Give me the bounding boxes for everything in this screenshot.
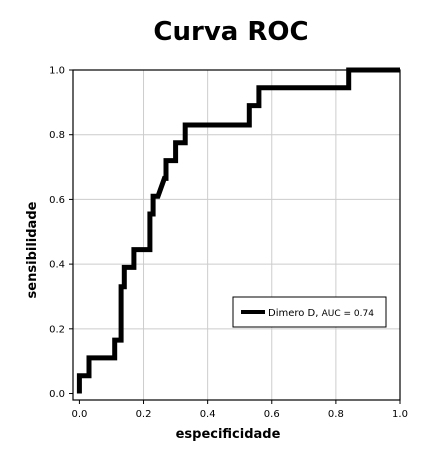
y-tick-label: 0.2 [49,324,65,335]
y-axis-ticks: 0.0 0.2 0.4 0.6 0.8 1.0 [49,66,73,400]
legend-separator: , [315,308,321,319]
y-axis-label: sensibilidade [25,201,40,298]
y-tick-label: 1.0 [49,66,65,77]
grid-lines [73,70,400,400]
x-tick-label: 0.2 [136,409,152,420]
legend-auc: AUC = 0.74 [322,309,375,319]
svg-text:Dimero D, AUC = 0.74: Dimero D, AUC = 0.74 [268,308,374,319]
legend-series-name: Dimero D [268,308,316,319]
y-tick-label: 0.8 [49,130,65,141]
x-axis-ticks: 0.0 0.2 0.4 0.6 0.8 1.0 [71,400,408,420]
roc-curve-line [76,67,400,394]
legend: Dimero D, AUC = 0.74 [232,296,387,328]
x-axis-label: especificidade [176,427,281,442]
y-tick-label: 0.6 [49,195,65,206]
chart-title: Curva ROC [153,17,308,47]
y-tick-label: 0.0 [49,389,65,400]
x-tick-label: 0.4 [200,409,216,420]
x-tick-label: 0.8 [328,409,344,420]
plot-frame [72,69,401,401]
x-tick-label: 0.0 [71,409,87,420]
x-tick-label: 0.6 [264,409,280,420]
x-tick-label: 1.0 [392,409,408,420]
y-tick-label: 0.4 [49,260,65,271]
